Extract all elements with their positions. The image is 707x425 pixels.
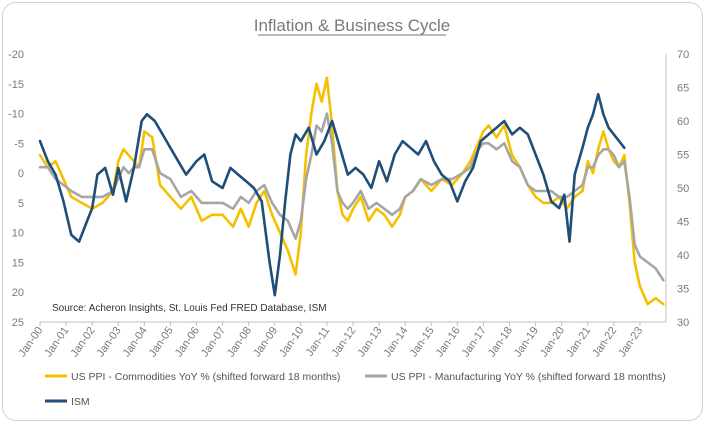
left-axis: -20 -15 -10 -5 0 5 10 15 20 25 bbox=[8, 49, 24, 329]
x-tick-label: Jan-01 bbox=[42, 325, 71, 359]
x-tick-label: Jan-03 bbox=[95, 325, 124, 359]
left-tick-label: -10 bbox=[8, 109, 24, 121]
left-tick-label: -20 bbox=[8, 49, 24, 61]
x-tick-label: Jan-23 bbox=[616, 325, 645, 359]
left-tick-label: 25 bbox=[12, 317, 24, 329]
source-note: Source: Acheron Insights, St. Louis Fed … bbox=[52, 303, 327, 314]
series-line-1 bbox=[38, 76, 665, 306]
left-tick-label: -15 bbox=[8, 79, 24, 91]
series-line-3 bbox=[38, 92, 626, 297]
x-tick-label: Jan-02 bbox=[68, 325, 97, 359]
left-tick-label: 15 bbox=[12, 257, 24, 269]
x-tick-label: Jan-09 bbox=[251, 325, 280, 359]
legend-label: US PPI - Manufacturing YoY % (shifted fo… bbox=[391, 371, 666, 383]
x-tick-label: Jan-12 bbox=[329, 325, 358, 359]
legend: US PPI - Commodities YoY % (shifted forw… bbox=[45, 371, 666, 408]
series-line-2 bbox=[38, 112, 665, 282]
series-layer bbox=[38, 76, 665, 306]
legend-label: ISM bbox=[71, 396, 90, 408]
x-axis: Jan-00Jan-01Jan-02Jan-03Jan-04Jan-05Jan-… bbox=[16, 322, 645, 359]
x-tick-label: Jan-11 bbox=[304, 325, 333, 359]
left-tick-label: 5 bbox=[18, 198, 24, 210]
right-tick-label: 55 bbox=[677, 150, 689, 162]
right-tick-label: 70 bbox=[677, 49, 689, 61]
left-tick-label: 10 bbox=[12, 228, 24, 240]
x-tick-label: Jan-13 bbox=[355, 325, 384, 359]
x-tick-label: Jan-20 bbox=[538, 325, 567, 359]
x-tick-label: Jan-17 bbox=[460, 325, 489, 359]
x-tick-label: Jan-05 bbox=[147, 325, 176, 359]
x-tick-label: Jan-22 bbox=[590, 325, 619, 359]
x-tick-label: Jan-15 bbox=[408, 325, 437, 359]
left-tick-label: 0 bbox=[18, 168, 24, 180]
right-tick-label: 35 bbox=[677, 284, 689, 296]
x-tick-label: Jan-10 bbox=[277, 325, 306, 359]
right-tick-label: 65 bbox=[677, 83, 689, 95]
left-tick-label: -5 bbox=[14, 138, 24, 150]
x-tick-label: Jan-21 bbox=[564, 325, 593, 359]
x-tick-label: Jan-08 bbox=[225, 325, 254, 359]
x-tick-label: Jan-14 bbox=[381, 325, 410, 359]
right-tick-label: 50 bbox=[677, 183, 689, 195]
legend-label: US PPI - Commodities YoY % (shifted forw… bbox=[71, 371, 340, 383]
x-tick-label: Jan-06 bbox=[173, 325, 202, 359]
x-tick-label: Jan-04 bbox=[121, 325, 150, 359]
right-tick-label: 30 bbox=[677, 317, 689, 329]
right-tick-label: 40 bbox=[677, 250, 689, 262]
x-tick-label: Jan-16 bbox=[434, 325, 463, 359]
x-tick-label: Jan-00 bbox=[16, 325, 45, 359]
x-tick-label: Jan-19 bbox=[512, 325, 541, 359]
x-tick-label: Jan-07 bbox=[199, 325, 228, 359]
chart-title: Inflation & Business Cycle bbox=[254, 16, 451, 35]
right-axis: 70 65 60 55 50 45 40 35 30 bbox=[677, 49, 689, 329]
left-tick-label: 20 bbox=[12, 287, 24, 299]
right-tick-label: 45 bbox=[677, 217, 689, 229]
x-tick-label: Jan-18 bbox=[486, 325, 515, 359]
right-tick-label: 60 bbox=[677, 116, 689, 128]
